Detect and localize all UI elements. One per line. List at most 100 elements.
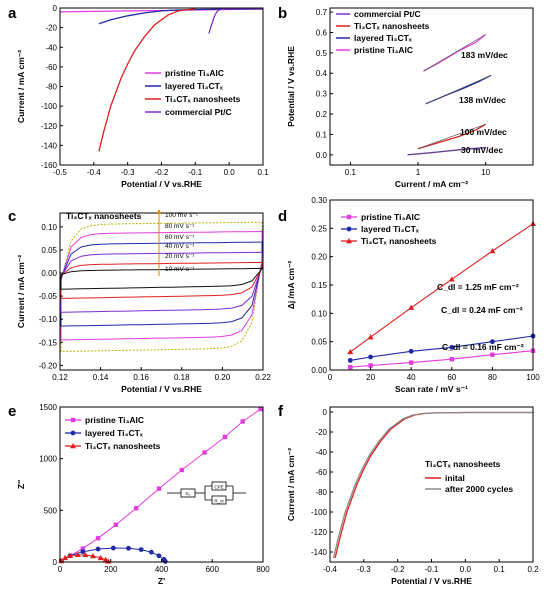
panel-c: 0.12 0.14 0.16 0.18 0.20 0.22 -0.20 -0.15 -0.10 -…	[8, 208, 271, 394]
x-tick-label: 800	[256, 565, 270, 574]
panel-letter-b: b	[278, 5, 287, 22]
y-tick-label: 0	[53, 558, 58, 567]
data-point	[113, 522, 119, 527]
data-point	[80, 546, 86, 551]
x-tick-label: 20	[366, 373, 375, 382]
x-tick-label: 10	[481, 168, 490, 177]
x-axis-label: Potential / V vs.RHE	[391, 576, 472, 586]
y-tick-label: -80	[45, 83, 57, 92]
x-tick-label: -0.2	[155, 168, 169, 177]
y-axis-label: Current / mA cm⁻²	[16, 50, 26, 123]
panel-a: -0.5 -0.4 -0.3 -0.2 -0.1 0.0 0.1 -160 -140 -120 -1…	[8, 4, 269, 189]
y-tick-label: 0.4	[316, 69, 328, 78]
y-tick-label: 0.3	[316, 90, 328, 99]
scan-rate-label: 80 mV s⁻¹	[165, 223, 195, 230]
y-tick-label: 0.25	[311, 224, 327, 233]
data-point	[222, 434, 228, 440]
legend-label: Ti₃CTₓ nanosheets	[361, 236, 437, 246]
legend-marker	[346, 238, 352, 244]
data-point	[97, 554, 104, 561]
x-tick-label: 600	[206, 565, 220, 574]
y-tick-label: 0.10	[311, 309, 327, 318]
data-point	[368, 363, 373, 368]
scan-rate-label: 10 mV s⁻¹	[165, 266, 195, 273]
x-axis-label: Scan rate / mV s⁻¹	[395, 384, 468, 394]
y-tick-label: 0.15	[311, 281, 327, 290]
x-axis-label: Z'	[158, 576, 165, 586]
panel-letter-f: f	[278, 403, 284, 420]
resistor-rct	[211, 495, 227, 505]
panel-f: -0.4 -0.3 -0.2 -0.1 0.0 0.1 0.2 -140 -120 -100 -80…	[278, 403, 539, 586]
legend-marker	[70, 417, 76, 423]
y-tick-label: -120	[41, 122, 58, 131]
tafel-fit-line	[417, 123, 486, 150]
y-tick-label: -100	[41, 102, 58, 111]
series-line	[423, 33, 487, 72]
data-point	[126, 545, 131, 551]
y-axis-label: Z''	[16, 480, 26, 489]
y-tick-label: 500	[44, 506, 58, 515]
y-tick-label: -40	[45, 43, 57, 52]
scan-rate-label: 20 mV s⁻¹	[165, 253, 195, 260]
tafel-slope-label: 183 mV/dec	[461, 50, 508, 60]
data-point	[138, 547, 144, 552]
data-point	[490, 352, 495, 357]
y-tick-label: -160	[41, 161, 58, 170]
x-tick-label: 80	[488, 373, 497, 382]
data-point	[347, 357, 353, 363]
x-tick-label: 0.22	[255, 373, 271, 382]
y-axis-label: Potential / V vs.RHE	[286, 46, 296, 127]
plot-frame	[329, 7, 534, 166]
data-point	[368, 354, 373, 360]
data-point	[62, 554, 69, 561]
scan-rate-label: 60 mV s⁻¹	[165, 234, 195, 241]
legend-marker	[346, 226, 352, 232]
x-tick-label: 0.14	[93, 373, 109, 382]
data-point	[89, 553, 96, 559]
panel-letter-a: a	[8, 5, 17, 22]
y-tick-label: -140	[311, 548, 328, 557]
panel-letter-d: d	[278, 208, 287, 225]
data-point	[80, 549, 86, 555]
legend-marker	[346, 214, 352, 220]
data-point	[148, 549, 154, 555]
tafel-fit-line	[407, 147, 486, 156]
x-tick-label: -0.1	[188, 168, 202, 177]
data-point	[258, 406, 263, 412]
arrow-head	[156, 209, 162, 214]
x-tick-label: 200	[104, 565, 118, 574]
x-tick-label: 0.0	[224, 168, 236, 177]
data-point	[67, 552, 74, 558]
data-point	[156, 486, 162, 491]
x-tick-label: -0.3	[357, 565, 371, 574]
circuit-label: CPE	[214, 485, 223, 490]
legend-label: commercial Pt/C	[354, 9, 421, 19]
y-tick-label: 0.7	[316, 8, 328, 17]
legend-label: pristine Ti₃AlC	[85, 415, 144, 425]
chart-title: Ti₃CTₓ nanosheets	[425, 459, 501, 469]
y-tick-label: -40	[315, 448, 327, 457]
panel-letter-e: e	[8, 403, 16, 420]
circuit-label: Rₛ	[186, 492, 191, 497]
y-tick-label: 0	[53, 4, 58, 13]
y-tick-label: 0.6	[316, 28, 328, 37]
y-tick-label: -0.15	[39, 338, 58, 347]
scan-rate-label: 40 mV s⁻¹	[165, 243, 195, 250]
data-point	[179, 467, 184, 473]
y-tick-label: 0.00	[311, 366, 327, 375]
cv-loop	[60, 261, 263, 299]
data-point	[82, 551, 89, 558]
panel-b: 0.1 1 10 0.0 0.1 0.2 0.3 0.4 0.5 0.6 0.7 Current / …	[278, 5, 534, 189]
data-point	[408, 348, 414, 354]
series-line	[98, 8, 196, 152]
data-point	[489, 248, 496, 254]
y-tick-label: -100	[311, 508, 328, 517]
x-tick-label: 0.1	[257, 168, 269, 177]
legend-label: after 2000 cycles	[445, 484, 513, 494]
chart-title: Ti₃CTₓ nanosheets	[66, 211, 142, 221]
series-line	[349, 223, 534, 353]
y-tick-label: 0.20	[311, 253, 327, 262]
y-tick-label: 0.00	[41, 269, 57, 278]
x-tick-label: -0.2	[391, 565, 405, 574]
x-tick-label: -0.5	[53, 168, 67, 177]
